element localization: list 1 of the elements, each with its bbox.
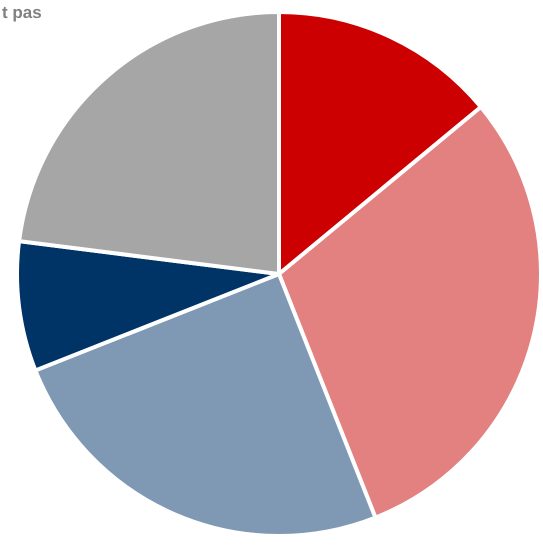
- slice-label: t pas: [2, 3, 42, 22]
